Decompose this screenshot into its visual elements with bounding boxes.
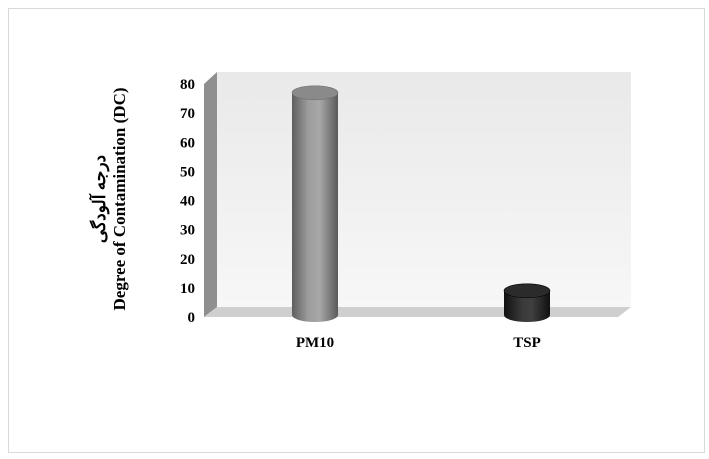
category-label-tsp: TSP: [513, 335, 541, 351]
bar-tsp: [503, 283, 551, 322]
y-tick-label: 80: [180, 77, 195, 93]
bar-body: [504, 290, 550, 322]
y-tick-label: 50: [180, 164, 195, 180]
bars: [291, 85, 551, 322]
y-tick-label: 0: [188, 310, 196, 326]
y-axis-label-group: درجه آلودگی Degree of Contamination (DC): [88, 87, 129, 310]
y-tick-label: 60: [180, 135, 195, 151]
y-tick-label: 30: [180, 223, 195, 239]
bar-body: [292, 92, 338, 322]
bar-cap: [291, 85, 339, 101]
y-tick-label: 20: [180, 252, 195, 268]
y-axis-label-fa: درجه آلودگی: [88, 155, 110, 243]
category-labels: PM10 TSP: [296, 335, 541, 351]
y-tick-labels: 0 10 20 30 40 50 60 70 80: [180, 77, 195, 326]
category-label-pm10: PM10: [296, 335, 334, 351]
y-tick-label: 40: [180, 194, 195, 210]
y-tick-label: 10: [180, 281, 195, 297]
y-tick-label: 70: [180, 106, 195, 122]
chart-floor: [204, 307, 631, 317]
chart-back-wall: [217, 72, 631, 307]
chart-frame: درجه آلودگی Degree of Contamination (DC)…: [8, 8, 705, 453]
bar-chart: درجه آلودگی Degree of Contamination (DC)…: [88, 72, 631, 351]
chart-side-wall: [204, 72, 217, 317]
bar-pm10: [291, 85, 339, 322]
bar-cap: [503, 283, 551, 299]
y-axis-label: Degree of Contamination (DC): [110, 87, 129, 310]
